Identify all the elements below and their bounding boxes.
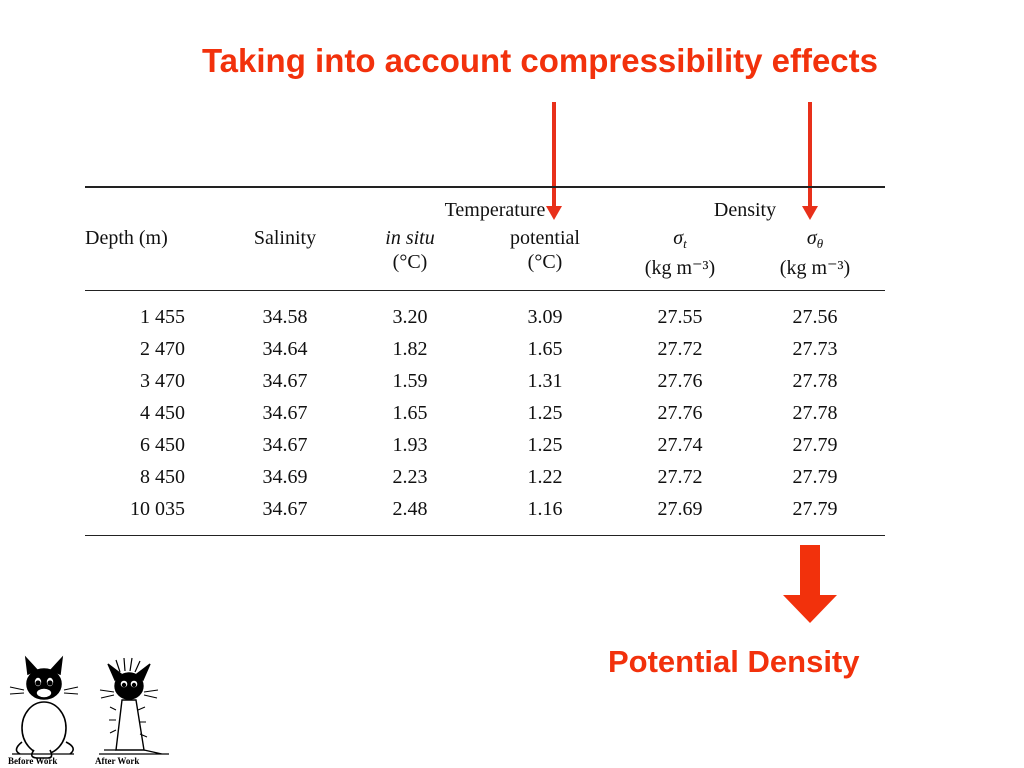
- potential-cell: 3.09: [527, 305, 563, 328]
- salinity-cell: 34.67: [262, 369, 308, 392]
- in-situ-header: in situ (°C): [345, 226, 475, 291]
- arrow-to-potential-density: [802, 102, 818, 220]
- sigma-theta-cell: 27.79: [792, 433, 838, 456]
- in-situ-cell: 2.48: [392, 497, 428, 520]
- salinity-header: Salinity: [253, 227, 317, 249]
- salinity-cell: 34.64: [262, 337, 308, 360]
- headline: Taking into account compressibility effe…: [201, 42, 879, 79]
- depth-cell: 2 470: [140, 337, 185, 360]
- sigma-theta-cell: 27.79: [792, 497, 838, 520]
- salinity-cell: 34.58: [262, 305, 308, 328]
- conclusion-text: Potential Density: [608, 644, 860, 679]
- potential-cell: 1.25: [527, 401, 563, 424]
- potential-header: potential (°C): [475, 226, 615, 291]
- sigma-theta-cell: 27.73: [792, 337, 838, 360]
- sigma-theta-cell: 27.78: [792, 369, 838, 392]
- table-row: 8 450 34.69 2.23 1.22 27.72 27.79: [85, 461, 885, 493]
- in-situ-cell: 1.65: [392, 401, 428, 424]
- potential-cell: 1.22: [527, 465, 563, 488]
- potential-label: potential: [510, 227, 580, 249]
- table-row: 3 470 34.67 1.59 1.31 27.76 27.78: [85, 365, 885, 397]
- potential-cell: 1.65: [527, 337, 563, 360]
- table-row: 10 035 34.67 2.48 1.16 27.69 27.79: [85, 493, 885, 536]
- hydrographic-table: Temperature Density Depth (m) Salinity i…: [85, 186, 885, 536]
- after-work-caption: After Work: [95, 756, 140, 766]
- sigma-t-subscript: t: [683, 236, 687, 251]
- in-situ-label: in situ: [385, 227, 435, 249]
- table-row: 4 450 34.67 1.65 1.25 27.76 27.78: [85, 397, 885, 429]
- potential-cell: 1.31: [527, 369, 563, 392]
- sigma-t-cell: 27.76: [657, 401, 703, 424]
- depth-cell: 6 450: [140, 433, 185, 456]
- salinity-cell: 34.67: [262, 497, 308, 520]
- sigma-t-symbol: σ: [673, 227, 684, 249]
- sigma-theta-header: σθ (kg m⁻³): [745, 226, 885, 291]
- sigma-t-cell: 27.72: [657, 465, 703, 488]
- frazzled-cat-icon: [99, 657, 169, 755]
- before-work-caption: Before Work: [8, 756, 58, 766]
- in-situ-cell: 2.23: [392, 465, 428, 488]
- sigma-theta-unit: (kg m⁻³): [779, 257, 851, 279]
- sigma-theta-cell: 27.56: [792, 305, 838, 328]
- potential-unit: (°C): [527, 251, 563, 273]
- temperature-group-header: Temperature: [444, 199, 546, 221]
- sigma-theta-cell: 27.78: [792, 401, 838, 424]
- sigma-t-unit: (kg m⁻³): [644, 257, 716, 279]
- sigma-t-cell: 27.69: [657, 497, 703, 520]
- sigma-theta-subscript: θ: [816, 236, 824, 251]
- potential-cell: 1.25: [527, 433, 563, 456]
- down-arrow-icon: [783, 545, 837, 625]
- depth-cell: 3 470: [140, 369, 185, 392]
- density-group-header: Density: [713, 199, 777, 221]
- table-row: 2 470 34.64 1.82 1.65 27.72 27.73: [85, 333, 885, 365]
- depth-cell: 4 450: [140, 401, 185, 424]
- sigma-theta-cell: 27.79: [792, 465, 838, 488]
- neat-cat-icon: [9, 655, 79, 759]
- in-situ-cell: 1.59: [392, 369, 428, 392]
- salinity-cell: 34.67: [262, 433, 308, 456]
- table-row: 6 450 34.67 1.93 1.25 27.74 27.79: [85, 429, 885, 461]
- cartoon-cats-illustration: [9, 655, 169, 759]
- salinity-cell: 34.69: [262, 465, 308, 488]
- sigma-t-cell: 27.72: [657, 337, 703, 360]
- potential-cell: 1.16: [527, 497, 563, 520]
- in-situ-cell: 3.20: [392, 305, 428, 328]
- sigma-t-cell: 27.74: [657, 433, 703, 456]
- depth-cell: 1 455: [140, 305, 185, 328]
- salinity-cell: 34.67: [262, 401, 308, 424]
- depth-cell: 10 035: [130, 497, 185, 520]
- in-situ-unit: (°C): [392, 251, 428, 273]
- in-situ-cell: 1.93: [392, 433, 428, 456]
- sigma-t-cell: 27.76: [657, 369, 703, 392]
- depth-cell: 8 450: [140, 465, 185, 488]
- depth-header: Depth (m): [85, 227, 168, 249]
- sigma-t-cell: 27.55: [657, 305, 703, 328]
- arrow-to-potential-temperature: [546, 102, 562, 220]
- in-situ-cell: 1.82: [392, 337, 428, 360]
- sigma-t-header: σt (kg m⁻³): [615, 226, 745, 291]
- sigma-theta-symbol: σ: [806, 227, 817, 249]
- table-row: 1 455 34.58 3.20 3.09 27.55 27.56: [85, 291, 885, 334]
